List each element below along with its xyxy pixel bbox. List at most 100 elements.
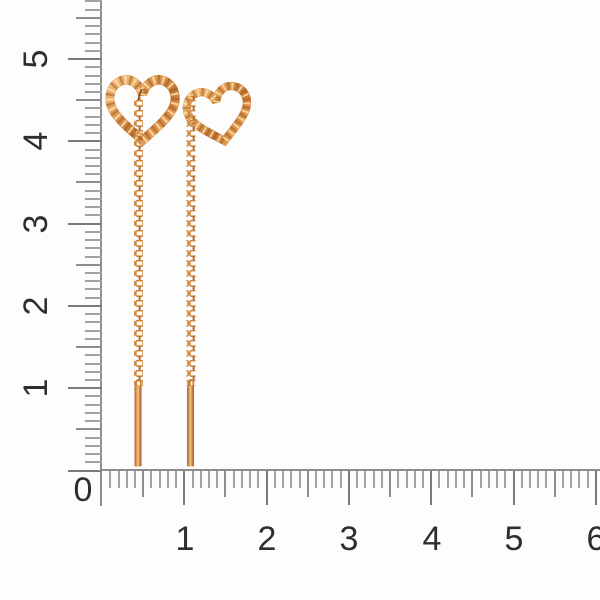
ruler-tick	[85, 0, 102, 3]
ruler-tick	[232, 471, 235, 488]
ruler-tick	[76, 346, 102, 349]
ruler-tick	[109, 471, 112, 488]
ruler-tick	[85, 280, 102, 283]
ruler-tick	[68, 387, 102, 390]
ruler-tick	[85, 214, 102, 217]
ruler-tick	[463, 471, 466, 488]
horizontal-ruler-label: 1	[175, 520, 195, 558]
ruler-tick	[578, 471, 581, 488]
ruler-tick	[85, 197, 102, 200]
ruler-tick	[85, 230, 102, 233]
ruler-tick	[273, 471, 276, 488]
ruler-tick	[224, 471, 227, 497]
ruler-tick	[76, 99, 102, 102]
ruler-tick	[175, 471, 178, 488]
vertical-ruler-line	[100, 0, 102, 506]
ruler-tick	[85, 148, 102, 151]
horizontal-ruler-line	[100, 469, 600, 471]
ruler-tick	[68, 58, 102, 60]
ruler-tick	[85, 272, 102, 274]
ruler-tick	[85, 107, 102, 110]
ruler-tick	[85, 444, 102, 447]
ruler-tick	[85, 49, 102, 52]
ruler-tick	[496, 471, 498, 488]
ruler-tick	[85, 354, 102, 357]
left-chain	[134, 97, 143, 386]
ruler-tick	[249, 471, 252, 488]
ruler-tick	[380, 471, 383, 488]
ruler-tick	[85, 165, 102, 167]
ruler-tick	[125, 471, 128, 488]
horizontal-ruler-label: 2	[257, 520, 277, 558]
left-bar	[134, 386, 142, 467]
ruler-tick	[422, 471, 424, 488]
ruler-tick	[85, 411, 102, 414]
ruler-tick	[413, 471, 416, 488]
ruler-tick	[290, 471, 293, 488]
ruler-tick	[158, 471, 161, 488]
ruler-tick	[323, 471, 326, 488]
right-bar	[187, 386, 194, 467]
ruler-tick	[471, 471, 474, 497]
ruler-tick	[85, 288, 102, 291]
ruler-tick	[208, 471, 210, 488]
ruler-tick	[85, 115, 102, 118]
ruler-tick	[512, 471, 515, 505]
ruler-tick	[545, 471, 548, 488]
ruler-tick	[347, 471, 350, 505]
horizontal-ruler-label: 6	[586, 520, 600, 558]
right-heart-earring	[184, 83, 254, 467]
ruler-tick	[529, 471, 531, 488]
ruler-tick	[446, 471, 449, 488]
horizontal-ruler-label: 5	[504, 520, 524, 558]
ruler-tick	[85, 132, 102, 135]
ruler-tick	[85, 379, 102, 381]
ruler-tick	[315, 471, 317, 488]
ruler-tick	[85, 255, 102, 258]
ruler-tick	[85, 156, 102, 159]
ruler-tick	[85, 296, 102, 299]
ruler-tick	[561, 471, 564, 488]
ruler-tick	[68, 469, 102, 472]
ruler-tick	[85, 436, 102, 439]
ruler-tick	[85, 420, 102, 423]
ruler-tick	[85, 66, 102, 69]
ruler-tick	[142, 471, 145, 497]
ruler-tick	[85, 173, 102, 176]
ruler-tick	[216, 471, 219, 488]
ruler-tick	[331, 471, 334, 488]
ruler-tick	[68, 304, 102, 307]
ruler-tick	[85, 395, 102, 398]
right-chain	[186, 96, 196, 386]
ruler-tick	[85, 206, 102, 209]
ruler-tick	[85, 403, 102, 406]
ruler-tick	[389, 471, 392, 497]
horizontal-ruler-label: 4	[422, 520, 442, 558]
ruler-tick	[76, 181, 102, 184]
ruler-tick	[298, 471, 301, 488]
ruler-tick	[586, 471, 589, 488]
ruler-tick	[306, 471, 309, 497]
ruler-tick	[479, 471, 482, 488]
ruler-tick	[438, 471, 441, 488]
ruler-tick	[430, 471, 433, 505]
ruler-tick	[166, 471, 169, 488]
ruler-tick	[504, 471, 507, 488]
ruler-tick	[553, 471, 556, 497]
ruler-tick	[85, 461, 102, 464]
ruler-tick	[76, 428, 102, 431]
horizontal-ruler-label: 3	[339, 520, 359, 558]
ruler-tick	[85, 25, 102, 28]
ruler-tick	[85, 41, 102, 44]
ruler-tick	[282, 471, 285, 488]
ruler-tick	[339, 471, 342, 488]
ruler-tick	[356, 471, 359, 488]
ruler-tick	[85, 82, 102, 85]
ruler-tick	[520, 471, 523, 488]
ruler-tick	[85, 74, 102, 77]
ruler-tick	[85, 313, 102, 316]
ruler-origin-label: 0	[73, 471, 93, 509]
ruler-tick	[85, 362, 102, 365]
ruler-tick	[85, 239, 102, 242]
ruler-tick	[76, 16, 102, 19]
